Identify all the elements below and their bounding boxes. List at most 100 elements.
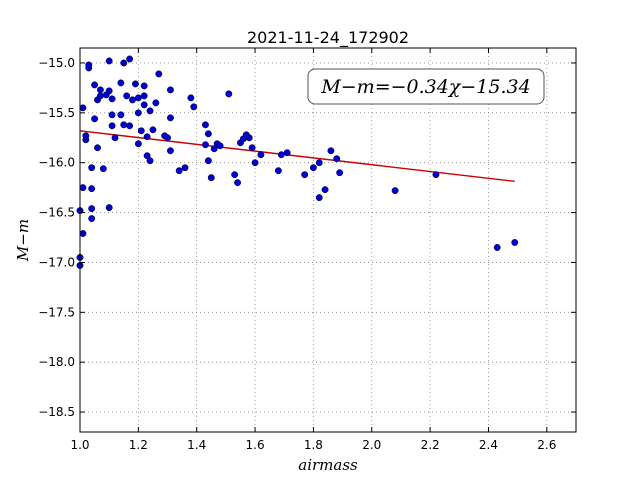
data-point xyxy=(511,239,519,246)
y-tick-label: −15.5 xyxy=(38,106,75,120)
data-point xyxy=(120,121,128,129)
data-point xyxy=(91,81,99,89)
data-point xyxy=(105,204,113,212)
x-tick-label: 1.4 xyxy=(187,438,206,452)
data-point xyxy=(277,151,285,159)
data-point xyxy=(204,157,212,165)
data-point xyxy=(231,171,239,179)
data-point xyxy=(315,159,323,167)
x-tick-label: 1.0 xyxy=(70,438,89,452)
y-axis-label: M−m xyxy=(14,219,32,262)
x-tick-label: 1.2 xyxy=(129,438,148,452)
y-tick-label: −17.5 xyxy=(38,305,75,319)
x-tick-label: 1.6 xyxy=(246,438,265,452)
data-point xyxy=(146,107,154,115)
data-point xyxy=(99,165,107,173)
data-point xyxy=(137,127,145,135)
data-point xyxy=(207,174,215,182)
data-point xyxy=(82,132,90,140)
data-point xyxy=(493,244,501,251)
data-point xyxy=(143,133,151,141)
data-points xyxy=(76,55,519,269)
data-point xyxy=(216,142,224,150)
axis-ticks: 1.0 1.2 1.4 1.6 1.8 2.0 2.2 2.4 2.6 −15.0 −15.5 −16… xyxy=(38,48,576,452)
data-point xyxy=(152,99,160,107)
annotation-text: M−m=−0.34χ−15.34 xyxy=(320,76,530,98)
data-point xyxy=(166,86,174,94)
chart-title: 2021-11-24_172902 xyxy=(247,28,409,48)
data-point xyxy=(140,92,148,100)
data-point xyxy=(301,171,309,179)
data-point xyxy=(105,57,113,65)
x-tick-label: 2.0 xyxy=(362,438,381,452)
data-point xyxy=(245,134,253,142)
data-point xyxy=(111,134,119,142)
data-point xyxy=(391,187,399,195)
data-point xyxy=(126,122,134,130)
data-point xyxy=(248,144,256,152)
data-point xyxy=(123,92,131,100)
data-point xyxy=(134,140,142,148)
data-point xyxy=(88,215,96,223)
data-point xyxy=(108,122,116,130)
data-point xyxy=(79,184,87,192)
x-axis-label: airmass xyxy=(298,456,358,474)
data-point xyxy=(129,96,136,104)
x-tick-label: 2.2 xyxy=(421,438,440,452)
data-point xyxy=(146,157,154,165)
data-point xyxy=(126,55,134,63)
data-point xyxy=(117,111,125,119)
data-point xyxy=(166,114,174,122)
data-point xyxy=(134,94,142,102)
annotation-box xyxy=(307,68,545,105)
data-point xyxy=(315,194,323,202)
data-point xyxy=(234,179,242,187)
data-point xyxy=(88,205,96,213)
data-point xyxy=(140,82,148,90)
plot-frame xyxy=(79,47,577,433)
data-point xyxy=(251,159,259,167)
data-point xyxy=(225,90,233,98)
data-point xyxy=(108,95,116,103)
data-point xyxy=(257,151,265,159)
data-point xyxy=(202,141,209,149)
data-point xyxy=(202,121,209,129)
x-tick-label: 2.4 xyxy=(479,438,498,452)
data-point xyxy=(85,61,93,69)
y-tick-label: −15.0 xyxy=(38,56,75,70)
data-point xyxy=(175,167,183,175)
data-point xyxy=(140,101,148,109)
data-point xyxy=(155,70,163,78)
data-point xyxy=(79,104,87,112)
y-tick-label: −18.0 xyxy=(38,355,75,369)
data-point xyxy=(190,103,198,111)
data-point xyxy=(88,164,96,172)
y-tick-label: −17.0 xyxy=(38,255,75,269)
data-point xyxy=(131,80,139,88)
data-point xyxy=(120,59,128,67)
data-point xyxy=(187,94,195,102)
data-point xyxy=(204,130,212,138)
data-point xyxy=(149,126,157,134)
fit-annotation: M−m=−0.34χ−15.34 xyxy=(307,68,545,105)
data-point xyxy=(327,147,335,155)
grid xyxy=(79,48,576,432)
data-point xyxy=(432,171,440,179)
data-point xyxy=(117,79,125,87)
data-point xyxy=(333,155,341,163)
data-point xyxy=(134,109,142,117)
data-point xyxy=(309,164,317,172)
data-point xyxy=(96,86,104,94)
data-point xyxy=(181,164,189,172)
data-point xyxy=(105,87,113,95)
data-point xyxy=(88,185,96,193)
y-tick-label: −16.0 xyxy=(38,156,75,170)
data-point xyxy=(96,92,104,100)
y-tick-label: −16.5 xyxy=(38,206,75,220)
y-tick-label: −18.5 xyxy=(38,405,75,419)
x-tick-label: 2.6 xyxy=(537,438,556,452)
data-point xyxy=(108,111,116,119)
fit-line xyxy=(79,130,515,183)
data-point xyxy=(79,230,87,237)
